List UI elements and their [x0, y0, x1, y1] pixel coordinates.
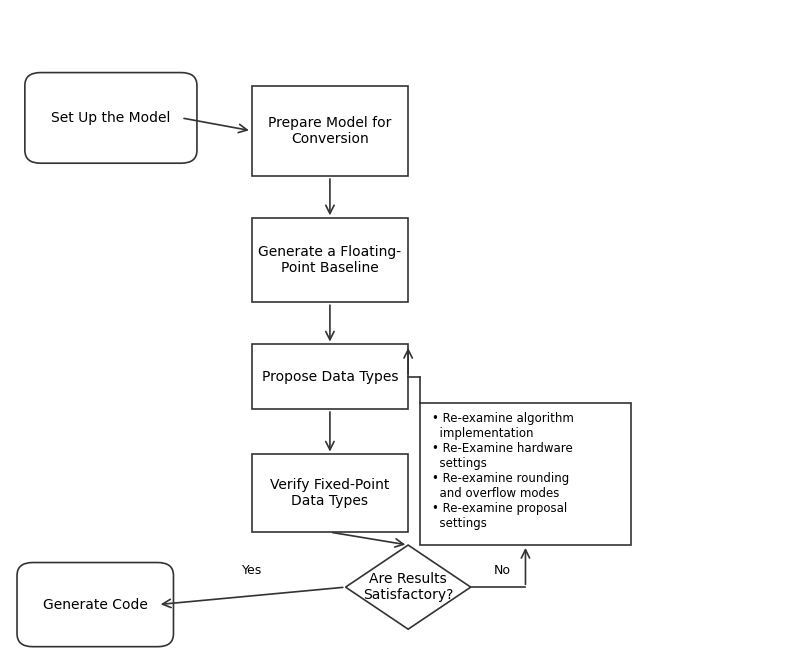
Text: Verify Fixed-Point
Data Types: Verify Fixed-Point Data Types: [270, 478, 389, 508]
Text: • Re-examine algorithm
  implementation
• Re-Examine hardware
  settings
• Re-ex: • Re-examine algorithm implementation • …: [432, 412, 574, 530]
Bar: [420, 402, 631, 545]
FancyBboxPatch shape: [25, 73, 197, 163]
Text: Generate Code: Generate Code: [43, 597, 148, 612]
Text: Prepare Model for
Conversion: Prepare Model for Conversion: [268, 116, 392, 146]
FancyBboxPatch shape: [252, 454, 408, 532]
FancyBboxPatch shape: [252, 344, 408, 409]
FancyBboxPatch shape: [17, 562, 173, 647]
FancyBboxPatch shape: [252, 218, 408, 302]
Text: Are Results
Satisfactory?: Are Results Satisfactory?: [363, 572, 453, 602]
Polygon shape: [345, 545, 471, 629]
FancyBboxPatch shape: [252, 86, 408, 176]
Text: Set Up the Model: Set Up the Model: [51, 111, 170, 125]
Text: No: No: [494, 564, 510, 577]
Text: Yes: Yes: [242, 564, 262, 577]
Text: Propose Data Types: Propose Data Types: [261, 370, 398, 384]
Text: Generate a Floating-
Point Baseline: Generate a Floating- Point Baseline: [258, 245, 401, 276]
